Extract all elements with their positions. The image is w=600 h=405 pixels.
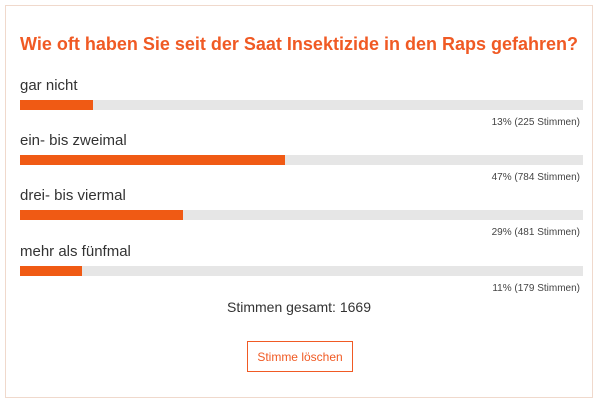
option-label-drei-bis-viermal: drei- bis viermal <box>20 187 126 204</box>
result-bar-fill <box>20 155 285 165</box>
option-result-ein-bis-zweimal: 47% (784 Stimmen) <box>491 172 580 183</box>
poll-question-title: Wie oft haben Sie seit der Saat Insektiz… <box>20 34 578 54</box>
option-label-gar-nicht: gar nicht <box>20 77 78 94</box>
option-label-mehr-als-fuenfmal: mehr als fünfmal <box>20 243 131 260</box>
result-bar-gar-nicht <box>20 100 583 110</box>
result-bar-fill <box>20 266 82 276</box>
result-bar-ein-bis-zweimal <box>20 155 583 165</box>
option-result-mehr-als-fuenfmal: 11% (179 Stimmen) <box>492 283 580 294</box>
result-bar-fill <box>20 210 184 220</box>
delete-vote-button[interactable]: Stimme löschen <box>247 341 353 372</box>
option-result-gar-nicht: 13% (225 Stimmen) <box>491 117 580 128</box>
option-result-drei-bis-viermal: 29% (481 Stimmen) <box>491 227 580 238</box>
result-bar-mehr-als-fuenfmal <box>20 266 583 276</box>
poll-card: Wie oft haben Sie seit der Saat Insektiz… <box>5 5 593 398</box>
total-votes-text: Stimmen gesamt: 1669 <box>227 299 371 315</box>
option-label-ein-bis-zweimal: ein- bis zweimal <box>20 132 127 149</box>
result-bar-drei-bis-viermal <box>20 210 583 220</box>
result-bar-fill <box>20 100 94 110</box>
